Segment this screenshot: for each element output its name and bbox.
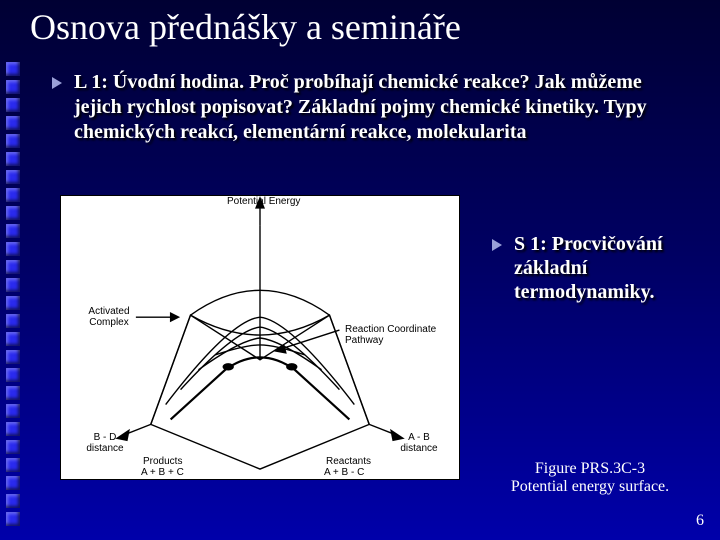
deco-square	[6, 98, 20, 112]
deco-square	[6, 296, 20, 310]
figure-caption-line2: Potential energy surface.	[480, 478, 700, 496]
figure-label-activated: Activated Complex	[83, 306, 135, 328]
deco-square	[6, 368, 20, 382]
deco-square	[6, 404, 20, 418]
deco-square	[6, 512, 20, 526]
figure-label-pathway: Reaction Coordinate Pathway	[345, 324, 455, 346]
deco-square	[6, 494, 20, 508]
bullet-s1-text: S 1: Procvičování základní termodynamiky…	[514, 232, 700, 304]
deco-square	[6, 116, 20, 130]
deco-square	[6, 386, 20, 400]
deco-square	[6, 80, 20, 94]
deco-square	[6, 476, 20, 490]
deco-square	[6, 458, 20, 472]
figure-label-products-top: Products	[143, 456, 182, 467]
deco-square	[6, 206, 20, 220]
page-number: 6	[696, 512, 704, 530]
deco-square	[6, 224, 20, 238]
deco-square	[6, 350, 20, 364]
deco-square	[6, 440, 20, 454]
bullet-l1: L 1: Úvodní hodina. Proč probíhají chemi…	[50, 70, 670, 145]
deco-square	[6, 422, 20, 436]
deco-square	[6, 170, 20, 184]
deco-square	[6, 62, 20, 76]
bullet-l1-text: L 1: Úvodní hodina. Proč probíhají chemi…	[74, 70, 670, 145]
bullet-s1: S 1: Procvičování základní termodynamiky…	[490, 232, 700, 304]
deco-square	[6, 332, 20, 346]
deco-square	[6, 314, 20, 328]
deco-square	[6, 260, 20, 274]
figure-label-reactants-bot: A + B - C	[324, 467, 364, 478]
deco-square	[6, 278, 20, 292]
chevron-right-icon	[50, 76, 64, 90]
figure-caption-line1: Figure PRS.3C-3	[480, 460, 700, 478]
chevron-right-icon	[490, 238, 504, 252]
slide-title: Osnova přednášky a semináře	[30, 6, 461, 48]
deco-square	[6, 134, 20, 148]
figure-label-right-axis: A - B distance	[393, 432, 445, 454]
deco-square	[6, 242, 20, 256]
deco-square	[6, 152, 20, 166]
deco-square	[6, 188, 20, 202]
figure-label-products-bot: A + B + C	[141, 467, 184, 478]
figure-label-reactants-top: Reactants	[326, 456, 371, 467]
figure-caption: Figure PRS.3C-3 Potential energy surface…	[480, 460, 700, 496]
figure-label-left-axis: B - D distance	[79, 432, 131, 454]
energy-surface-figure: Potential Energy Activated Complex React…	[60, 195, 460, 480]
decorative-squares-column	[0, 0, 26, 540]
figure-label-top: Potential Energy	[227, 196, 300, 207]
